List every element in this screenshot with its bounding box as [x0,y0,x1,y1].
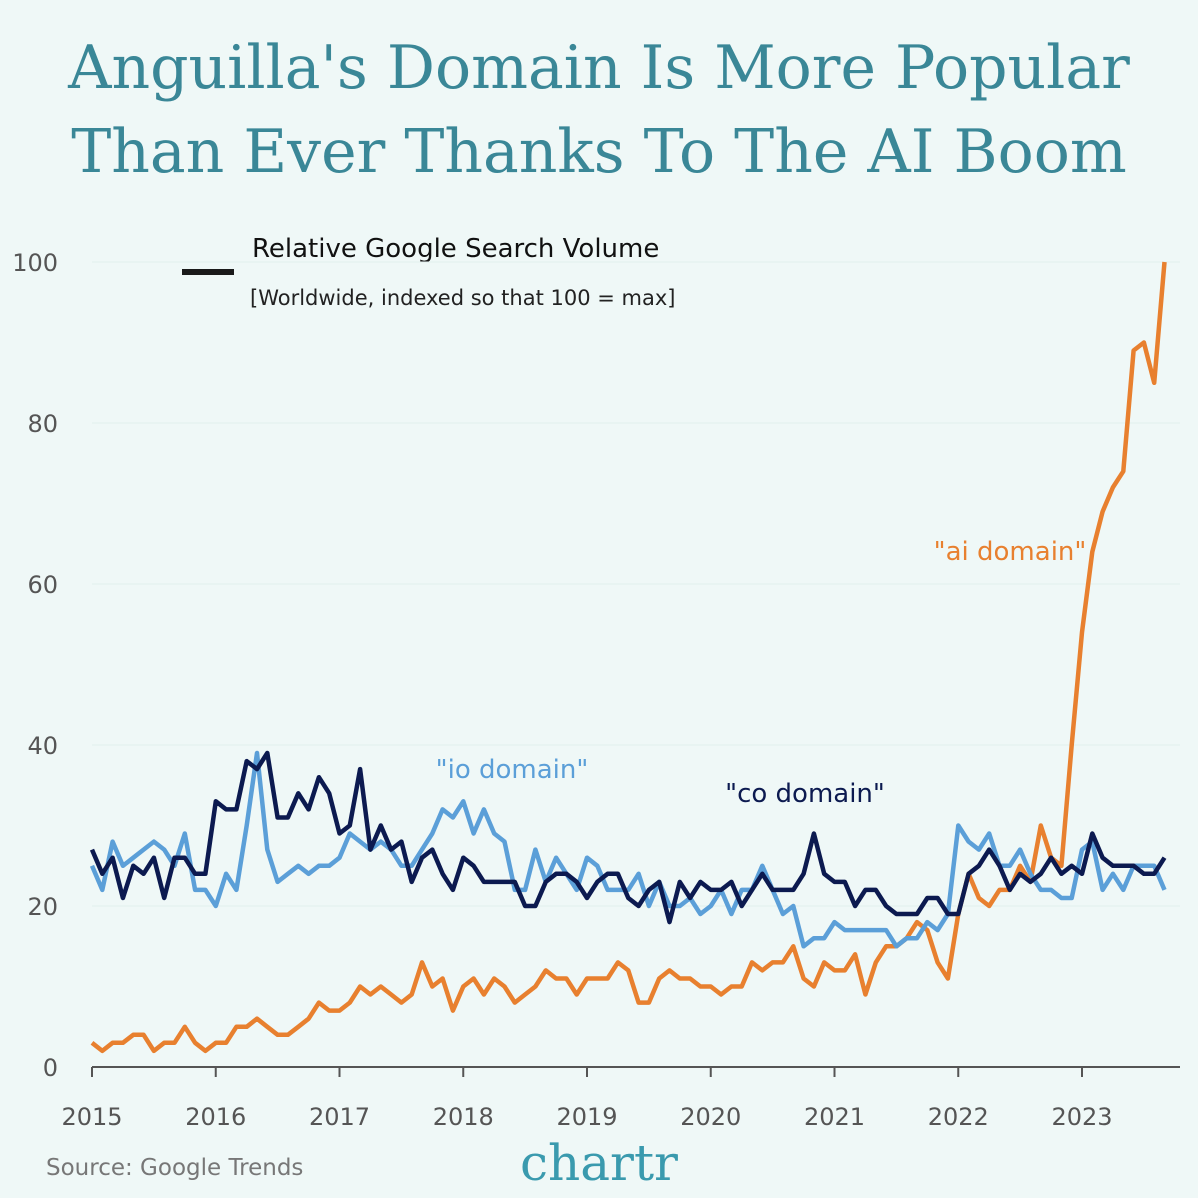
y-tick-label: 80 [27,410,58,438]
series-line [90,261,1167,1054]
x-tick-label: 2022 [928,1103,989,1131]
chart-title: Anguilla's Domain Is More Popular [67,33,1130,103]
y-tick-label: 0 [43,1054,58,1082]
y-tick-label: 60 [27,571,58,599]
series-label: "co domain" [725,779,885,809]
legend-title: Relative Google Search Volume [252,234,659,264]
x-tick-label: 2016 [185,1103,246,1131]
x-tick-label: 2021 [804,1103,865,1131]
x-tick-label: 2018 [433,1103,494,1131]
series-line [89,750,1167,925]
y-tick-label: 100 [12,249,58,277]
x-tick-label: 2017 [309,1103,370,1131]
series-label: "io domain" [436,755,589,785]
y-tick-label: 20 [27,893,58,921]
source: Source: Google Trends [46,1155,303,1181]
chart-title: Than Ever Thanks To The AI Boom [71,117,1127,187]
series-line [89,750,1167,949]
x-tick-label: 2020 [680,1103,741,1131]
x-tick-label: 2015 [61,1103,122,1131]
logo: chartr [520,1134,678,1192]
series-label: "ai domain" [934,537,1087,567]
y-tick-label: 40 [27,732,58,760]
legend-note: [Worldwide, indexed so that 100 = max] [250,286,675,310]
x-tick-label: 2019 [556,1103,617,1131]
x-tick-label: 2023 [1051,1103,1112,1131]
